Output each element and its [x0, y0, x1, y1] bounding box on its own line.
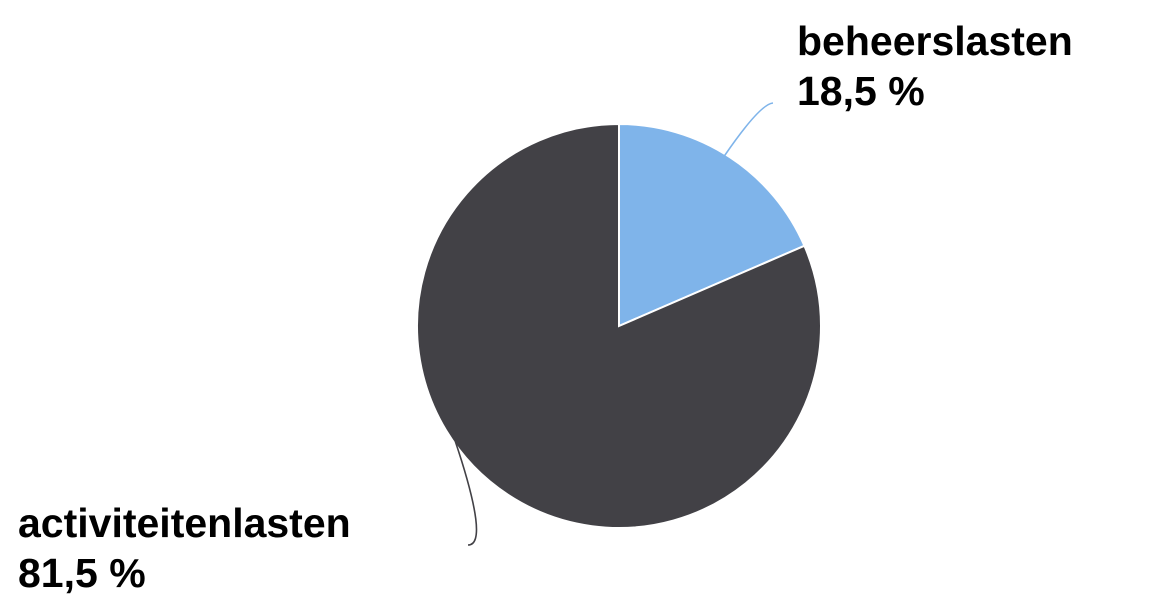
- slice-label-beheerslasten: beheerslasten 18,5 %: [797, 16, 1073, 116]
- pie-slice-activiteitenlasten: [416, 122, 822, 529]
- pie-slices: [416, 122, 822, 529]
- slice-label-activiteitenlasten: activiteitenlasten 81,5 %: [18, 498, 351, 597]
- leader-line-activiteitenlasten: [454, 440, 478, 546]
- slice-name-activiteitenlasten: activiteitenlasten: [18, 500, 351, 546]
- slice-name-beheerslasten: beheerslasten: [797, 18, 1073, 64]
- slice-value-activiteitenlasten: 81,5 %: [18, 550, 146, 596]
- leader-lines: [454, 102, 774, 546]
- pie-slice-beheerslasten: [618, 122, 806, 328]
- leader-line-beheerslasten: [723, 102, 774, 157]
- slice-value-beheerslasten: 18,5 %: [797, 68, 925, 114]
